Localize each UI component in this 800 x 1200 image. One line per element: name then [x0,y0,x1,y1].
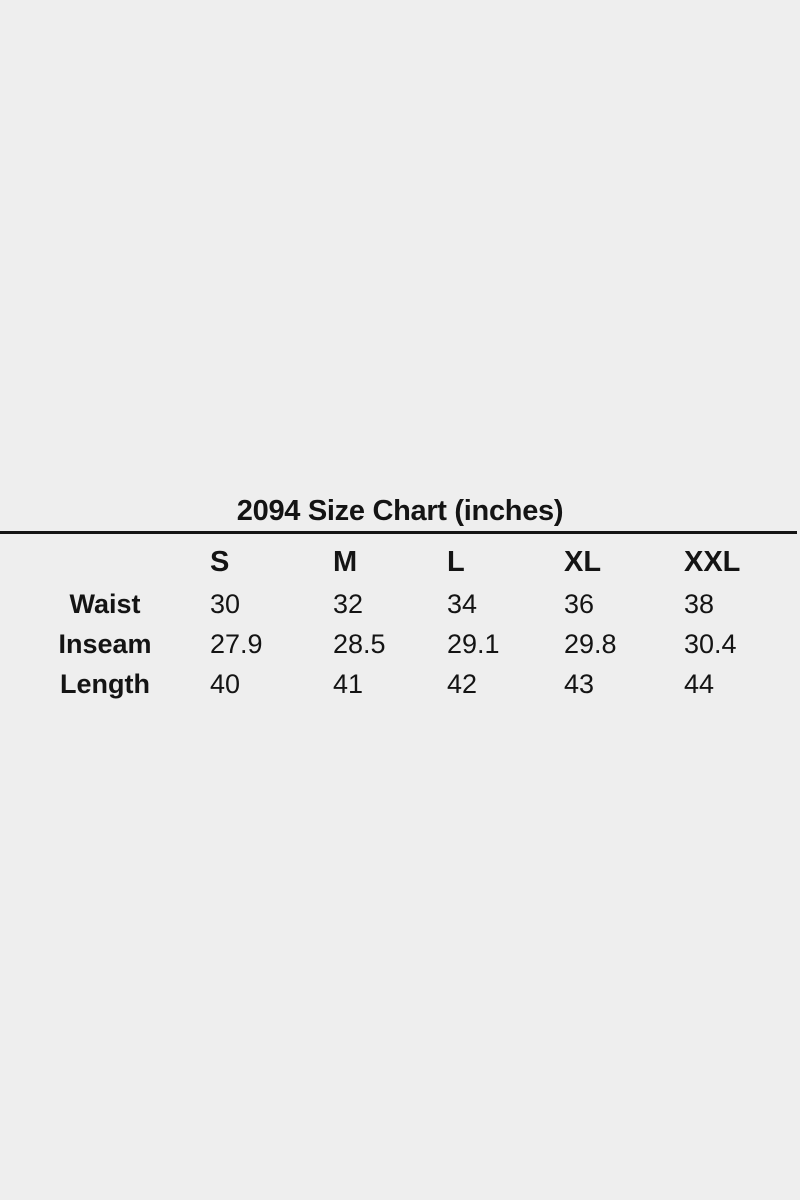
cell-length-s: 40 [210,668,241,699]
column-header-xxl: XXL [684,545,741,578]
cell-waist-s: 30 [210,588,241,619]
table-row-waist: Waist 30 32 34 36 38 [0,584,800,624]
table-row-length: Length 40 41 42 43 44 [0,664,800,704]
corner-cell [0,540,210,584]
row-label-inseam: Inseam [58,628,152,659]
column-header-xl: XL [564,545,602,578]
cell-length-xl: 43 [564,668,595,699]
cell-waist-xl: 36 [564,588,595,619]
column-header-l: L [447,545,465,578]
cell-inseam-l: 29.1 [447,628,500,659]
cell-inseam-xxl: 30.4 [684,628,737,659]
cell-length-m: 41 [333,668,364,699]
cell-inseam-xl: 29.8 [564,628,617,659]
size-chart-table: S M L XL XXL Waist 30 32 34 36 38 Inseam… [0,540,800,704]
cell-length-l: 42 [447,668,478,699]
cell-waist-xxl: 38 [684,588,715,619]
divider-line [0,531,797,534]
cell-inseam-m: 28.5 [333,628,386,659]
table-row-inseam: Inseam 27.9 28.5 29.1 29.8 30.4 [0,624,800,664]
row-label-length: Length [60,668,150,699]
cell-waist-m: 32 [333,588,364,619]
cell-inseam-s: 27.9 [210,628,263,659]
header-row: S M L XL XXL [0,540,800,584]
cell-waist-l: 34 [447,588,478,619]
size-chart-title: 2094 Size Chart (inches) [236,495,564,527]
row-label-waist: Waist [69,588,141,619]
cell-length-xxl: 44 [684,668,715,699]
column-header-s: S [210,545,230,578]
column-header-m: M [333,545,358,578]
